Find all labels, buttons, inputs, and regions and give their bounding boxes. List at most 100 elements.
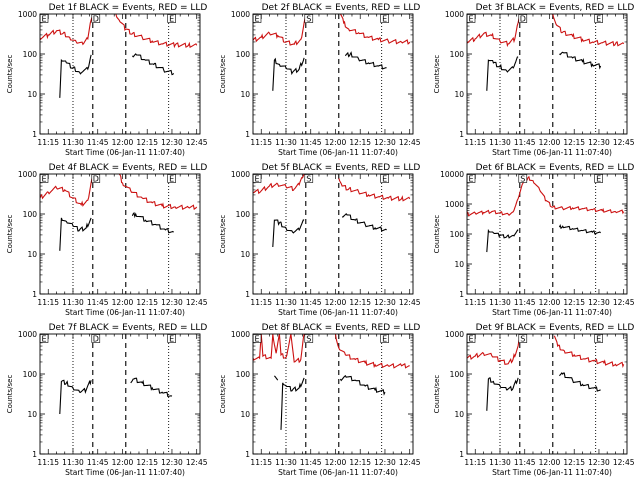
x-tick-label: 12:00 [539,458,561,467]
series-events [273,375,279,381]
detector-panel-1: Det 1f BLACK = Events, RED = LLD Counts/s… [6,3,208,157]
x-axis-label: Start Time (06-Jan-11 11:07:40) [492,148,612,157]
marker-label: E [254,335,259,344]
x-tick-label: 12:30 [161,298,183,307]
x-tick-label: 12:15 [349,138,371,147]
panel-title: Det 7f BLACK = Events, RED = LLD [49,323,208,333]
y-tick-label: 100 [450,370,465,379]
x-tick-label: 11:30 [489,298,511,307]
y-tick-label: 10 [454,260,464,269]
marker-label-box [167,174,176,183]
series-lld [339,14,411,45]
plot-frame [252,173,414,295]
plot-area [253,174,411,294]
marker-label: E [169,15,174,24]
marker-label: S [520,335,525,344]
marker-label: S [306,335,311,344]
series-events [272,219,305,248]
y-tick-label: 100 [236,370,251,379]
x-tick-label: 12:45 [613,138,635,147]
series-lld [253,14,307,46]
detector-panel-4: Det 4f BLACK = Events, RED = LLD Counts/s… [6,163,208,317]
x-tick-label: 12:00 [539,298,561,307]
y-axis-label: Counts/sec [6,55,14,94]
x-tick-label: 11:45 [300,458,322,467]
marker-label: E [468,15,473,24]
y-tick-label: 1000 [445,10,464,19]
y-tick-label: 100 [23,370,38,379]
x-tick-label: 12:15 [563,298,585,307]
y-tick-label: 1000 [445,330,464,339]
marker-label: D [520,15,526,24]
marker-label-box [380,334,389,343]
y-tick-label: 1 [459,130,464,139]
x-tick-label: 12:00 [325,298,347,307]
y-tick-label: 10 [240,410,250,419]
x-tick-label: 12:00 [325,138,347,147]
series-lld [253,174,305,195]
y-tick-label: 10 [454,410,464,419]
series-lld [253,334,305,364]
marker-label: E [169,175,174,184]
x-axis-label: Start Time (06-Jan-11 11:07:40) [278,308,398,317]
x-tick-label: 11:15 [250,138,272,147]
x-tick-label: 11:45 [87,458,109,467]
x-tick-label: 11:30 [275,458,297,467]
series-events [486,377,519,411]
x-tick-label: 12:15 [136,138,158,147]
y-tick-label: 100 [23,50,38,59]
y-tick-label: 1000 [18,10,37,19]
series-lld [40,14,94,46]
x-tick-label: 11:30 [62,298,84,307]
x-tick-label: 12:15 [349,458,371,467]
marker-label: E [596,15,601,24]
y-tick-label: 100 [450,230,465,239]
marker-label: D [93,15,99,24]
x-tick-label: 12:30 [374,298,396,307]
marker-label: E [382,15,387,24]
y-tick-label: 1 [32,130,37,139]
panel-title: Det 6f BLACK = Events, RED = LLD [476,163,635,173]
x-tick-label: 12:00 [325,458,347,467]
x-tick-label: 11:45 [300,298,322,307]
marker-label-box [594,334,603,343]
y-tick-label: 10 [240,90,250,99]
x-tick-label: 11:45 [300,138,322,147]
y-tick-label: 100 [450,50,465,59]
plot-frame [466,333,628,455]
x-tick-label: 11:15 [37,458,59,467]
x-tick-label: 12:15 [349,298,371,307]
plot-area [253,14,411,134]
x-tick-label: 12:45 [399,138,421,147]
y-axis-label: Counts/sec [433,375,441,414]
detector-panel-7: Det 7f BLACK = Events, RED = LLD Counts/s… [6,323,208,477]
x-tick-label: 12:45 [186,458,208,467]
plot-frame [252,13,414,135]
marker-label-box [380,174,389,183]
y-axis-label: Counts/sec [6,375,14,414]
x-tick-label: 11:30 [275,298,297,307]
x-tick-label: 12:45 [613,458,635,467]
detector-panel-8: Det 8f BLACK = Events, RED = LLD Counts/s… [219,323,421,477]
y-tick-label: 10 [27,410,37,419]
series-lld [467,175,625,217]
plot-frame [39,13,201,135]
detector-panel-3: Det 3f BLACK = Events, RED = LLD Counts/s… [433,3,635,157]
marker-label-box [304,14,314,23]
series-events [130,377,173,398]
x-tick-label: 12:00 [112,138,134,147]
x-tick-label: 11:45 [514,298,536,307]
y-tick-label: 1 [32,290,37,299]
series-events [272,57,305,91]
y-tick-label: 10000 [440,170,464,179]
series-events [59,217,92,251]
x-tick-label: 11:45 [514,138,536,147]
panel-title: Det 3f BLACK = Events, RED = LLD [476,3,635,13]
series-lld [467,14,521,48]
detector-panel-6: Det 6f BLACK = Events, RED = LLD Counts/s… [433,163,635,317]
x-tick-label: 11:15 [464,458,486,467]
x-axis-label: Start Time (06-Jan-11 11:07:40) [65,148,185,157]
series-lld [467,334,521,365]
x-tick-label: 11:45 [514,458,536,467]
series-lld [553,335,625,369]
